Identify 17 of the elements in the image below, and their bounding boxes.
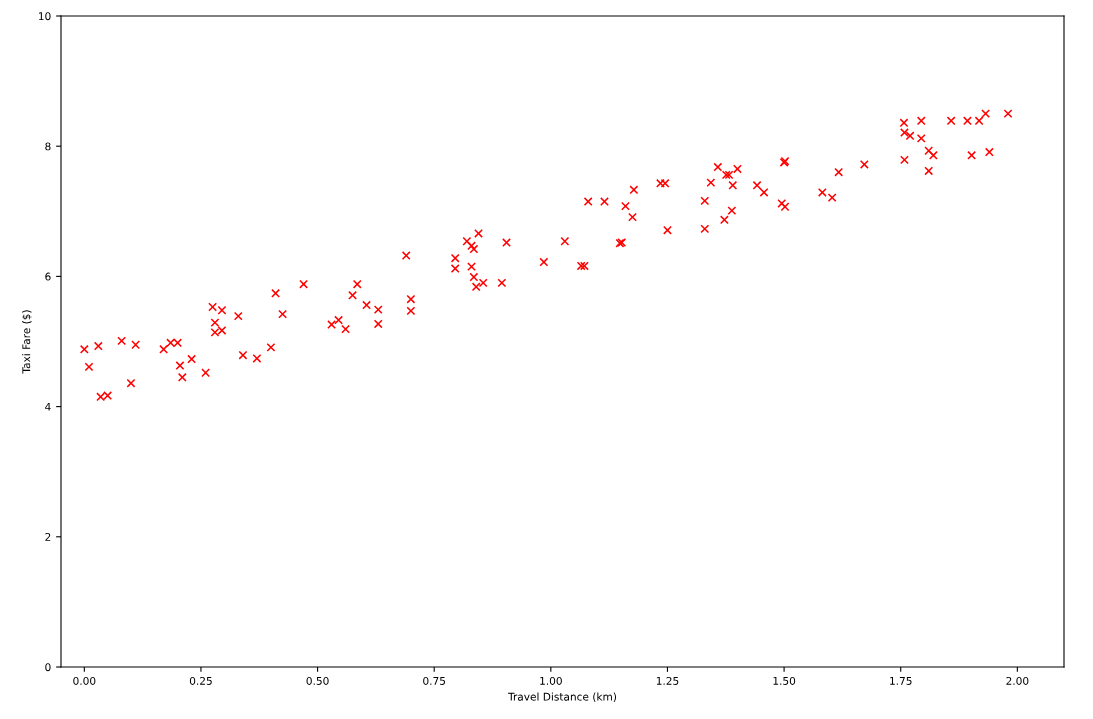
y-tick-label: 6	[45, 272, 51, 281]
y-tick-label: 10	[39, 12, 51, 21]
x-tick-label: 0.00	[73, 676, 96, 685]
y-tick-label: 8	[45, 142, 51, 151]
x-tick-label: 0.25	[189, 676, 212, 685]
x-tick-label: 2.00	[1006, 676, 1029, 685]
x-tick-label: 0.75	[423, 676, 446, 685]
y-tick-label: 4	[45, 402, 51, 411]
x-tick-label: 0.50	[306, 676, 329, 685]
x-axis-title: Travel Distance (km)	[508, 692, 617, 702]
x-tick-label: 1.25	[656, 676, 679, 685]
x-tick-label: 1.00	[540, 676, 562, 685]
y-tick-label: 0	[45, 663, 51, 672]
y-axis-title: Taxi Fare ($)	[22, 310, 32, 374]
x-tick-label: 1.75	[890, 677, 912, 685]
y-tick-label: 2	[45, 532, 51, 541]
x-tick-label: 1.50	[773, 676, 796, 685]
